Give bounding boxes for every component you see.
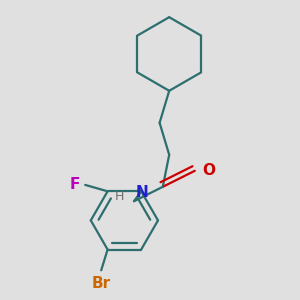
Text: F: F <box>70 177 80 192</box>
Text: O: O <box>202 163 215 178</box>
Text: Br: Br <box>92 276 111 291</box>
Text: N: N <box>136 185 148 200</box>
Text: H: H <box>114 190 124 202</box>
